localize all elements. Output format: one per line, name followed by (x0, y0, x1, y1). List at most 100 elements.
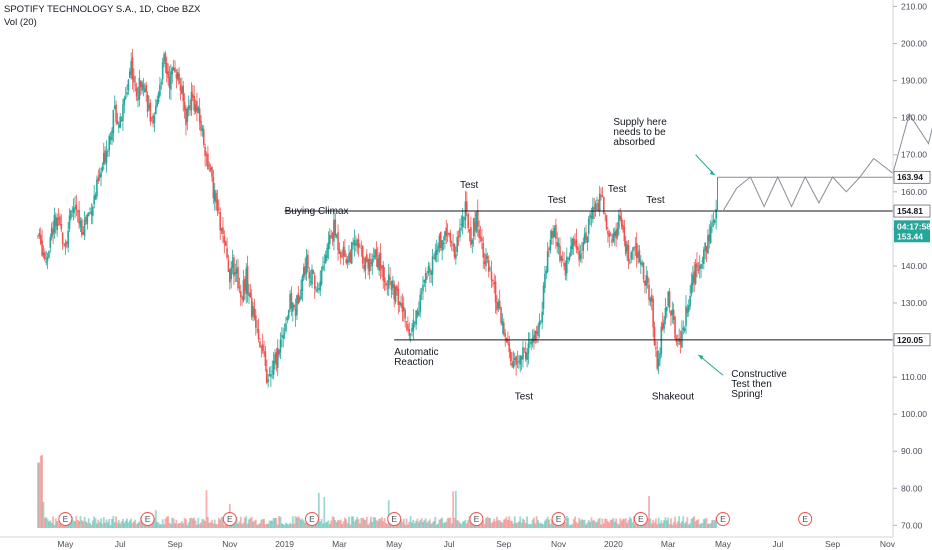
candle-body (378, 254, 380, 271)
candle-body (570, 246, 572, 257)
candle-body (186, 108, 189, 122)
candle-body (198, 108, 201, 122)
volume-bar (681, 521, 683, 528)
x-tick-label: Nov (222, 539, 238, 549)
volume-bar (189, 518, 191, 528)
volume-bar (135, 524, 138, 528)
candle-body (642, 262, 645, 280)
volume-bar (694, 521, 697, 528)
volume-bar (501, 522, 504, 528)
candle-body (549, 239, 552, 251)
candle-body (670, 310, 672, 316)
candle-body (174, 67, 176, 73)
volume-bar (243, 517, 246, 528)
volume-bar (507, 519, 509, 528)
level-tag-154-label: 154.81 (897, 206, 923, 216)
candle-body (578, 250, 580, 261)
volume-bar (131, 522, 134, 528)
candle-body (522, 346, 524, 360)
candle-body (385, 282, 387, 286)
candle-body (230, 267, 232, 280)
volume-bar (523, 519, 526, 528)
candle-body (72, 208, 75, 214)
candle-body (494, 281, 497, 303)
candle-body (157, 92, 160, 103)
candle-body (397, 288, 400, 305)
candle-body (689, 295, 691, 307)
candle-body (292, 302, 294, 312)
volume-bar (604, 518, 607, 528)
candle-body (200, 121, 202, 131)
volume-bar (157, 522, 160, 528)
candle-body (319, 281, 322, 291)
candle-body (56, 217, 58, 231)
volume-bar (433, 521, 435, 528)
candle-body (318, 288, 320, 290)
volume-bar (302, 520, 305, 528)
candle-body (323, 261, 326, 263)
volume-bar (620, 520, 623, 528)
candle-body (248, 293, 250, 297)
candle-body (102, 153, 105, 165)
volume-bar (98, 521, 101, 528)
volume-bar (337, 520, 339, 528)
candle-body (657, 358, 660, 367)
candle-body (527, 343, 530, 354)
candle-body (663, 319, 665, 329)
candle-body (637, 252, 639, 258)
volume-bar (305, 521, 308, 528)
candle-body (86, 214, 89, 225)
volume-bar (179, 523, 182, 528)
volume-bar (589, 522, 592, 528)
y-tick-label: 110.00 (901, 372, 927, 382)
volume-bar (356, 516, 359, 528)
volume-bar (598, 517, 601, 528)
candle-body (650, 294, 653, 302)
candle-body (427, 266, 430, 274)
volume-bar (615, 518, 618, 528)
candle-body (690, 283, 693, 294)
candle-body (268, 374, 271, 377)
candle-body (53, 214, 56, 233)
candle-body (352, 243, 354, 244)
candle-body (139, 80, 142, 88)
candle-body (215, 192, 217, 203)
volume-bar (627, 520, 630, 528)
volume-bar (594, 521, 597, 528)
candle-body (453, 243, 456, 258)
volume-bar (597, 518, 600, 528)
candle-body (629, 262, 631, 264)
candle-body (364, 257, 367, 271)
volume-bar (622, 518, 624, 528)
x-tick-label: Nov (880, 539, 896, 549)
candle-body (701, 260, 704, 263)
candle-body (376, 258, 379, 268)
volume-bar (402, 518, 405, 528)
candle-body (655, 347, 657, 349)
candle-body (382, 264, 385, 281)
y-tick-label: 100.00 (901, 409, 927, 419)
candle-body (211, 166, 213, 177)
candle-body (241, 297, 243, 299)
volume-bar (697, 519, 700, 528)
candle-body (589, 214, 591, 218)
candle-body (568, 255, 571, 260)
volume-bar (550, 519, 553, 528)
candle-body (49, 237, 52, 248)
volume-bar (119, 523, 122, 528)
candle-body (686, 308, 689, 313)
candle-body (337, 232, 339, 250)
candle-body (263, 351, 265, 354)
candle-body (298, 297, 301, 301)
volume-bar (346, 522, 349, 528)
candle-body (224, 241, 227, 246)
volume-bar (293, 523, 296, 528)
candle-body (542, 285, 545, 309)
candle-body (708, 234, 711, 242)
candle-body (335, 235, 338, 237)
y-tick-label: 190.00 (901, 76, 927, 86)
volume-bar (504, 518, 507, 528)
volume-bar (127, 522, 130, 528)
volume-bar (415, 520, 418, 528)
